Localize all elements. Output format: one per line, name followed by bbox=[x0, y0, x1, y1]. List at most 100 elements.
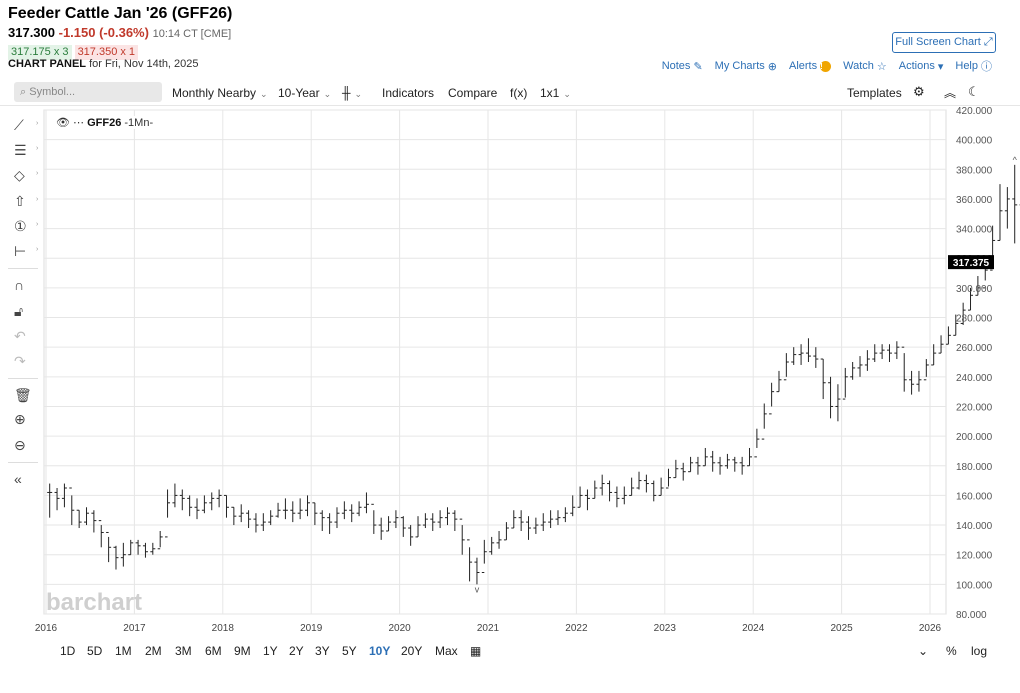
ohlc-bars: ^v bbox=[47, 155, 1020, 594]
watch-link[interactable]: Watch ☆ bbox=[843, 60, 887, 73]
ohlc-bar bbox=[732, 456, 738, 472]
log-toggle[interactable]: log bbox=[971, 644, 988, 658]
measure-tool-icon[interactable]: ⊢ bbox=[14, 243, 27, 259]
help-link[interactable]: Help ⓘ bbox=[955, 58, 992, 74]
undo-icon[interactable]: ↶ bbox=[14, 328, 26, 344]
ohlc-bar bbox=[386, 516, 392, 532]
y-tick-label: 220.000 bbox=[956, 402, 993, 413]
range-button-1y[interactable]: 1Y bbox=[263, 644, 278, 658]
ohlc-bar bbox=[857, 356, 863, 377]
line-tool-icon[interactable]: ⟋ bbox=[14, 117, 24, 133]
compare-button[interactable]: Compare bbox=[448, 86, 498, 100]
ohlc-bar bbox=[179, 489, 185, 511]
y-tick-label: 380.000 bbox=[956, 165, 993, 176]
trash-icon[interactable]: 🗑︎ bbox=[14, 387, 32, 403]
ohlc-bar bbox=[710, 450, 716, 472]
layout-select[interactable]: 1x1 ⌄ bbox=[540, 86, 571, 100]
bar-type-select[interactable]: ╫ ⌄ bbox=[342, 86, 362, 100]
expand-arrow-icon[interactable]: › bbox=[36, 246, 39, 253]
ohlc-bar bbox=[282, 498, 288, 520]
redo-icon[interactable]: ↷ bbox=[14, 353, 26, 369]
range-button-1m[interactable]: 1M bbox=[115, 644, 132, 658]
eye-icon[interactable]: 👁︎ bbox=[56, 117, 70, 129]
range-button-2y[interactable]: 2Y bbox=[289, 644, 304, 658]
templates-button[interactable]: Templates bbox=[847, 86, 902, 100]
lock-icon[interactable]: 🔓︎ bbox=[14, 303, 24, 319]
period-select[interactable]: Monthly Nearby ⌄ bbox=[172, 86, 268, 100]
range-button-5y[interactable]: 5Y bbox=[342, 644, 357, 658]
expand-arrow-icon[interactable]: › bbox=[36, 196, 39, 203]
ohlc-bar bbox=[415, 516, 421, 538]
ohlc-bar bbox=[629, 477, 635, 496]
ohlc-bar bbox=[945, 326, 951, 345]
double-chevron-down-icon[interactable]: ⌄ bbox=[918, 644, 929, 658]
collapse-up-icon[interactable]: ︽ bbox=[944, 86, 957, 100]
price-chart[interactable]: barchart ^v 80.000100.000120.000140.0001… bbox=[0, 106, 1020, 640]
actions-menu[interactable]: Actions ▾ bbox=[899, 60, 944, 73]
ohlc-bar bbox=[894, 341, 900, 360]
x-axis: 2016 2017 2018 2019 2020 2021 2022 2023 2024 2025… bbox=[35, 623, 942, 634]
x-tick-label: 2026 bbox=[919, 623, 942, 634]
range-button-20y[interactable]: 20Y bbox=[401, 644, 423, 658]
expand-arrow-icon[interactable]: › bbox=[36, 120, 39, 127]
ohlc-bar bbox=[120, 542, 126, 567]
plot-area bbox=[43, 109, 947, 615]
x-tick-label: 2022 bbox=[565, 623, 588, 634]
full-screen-chart-button[interactable]: Full Screen Chart ⤢ bbox=[892, 32, 996, 53]
calendar-icon[interactable]: ▦ bbox=[470, 644, 482, 658]
percent-toggle[interactable]: % bbox=[946, 644, 957, 658]
ohlc-bar bbox=[739, 456, 745, 475]
range-button-2m[interactable]: 2M bbox=[145, 644, 162, 658]
expand-arrow-icon[interactable]: › bbox=[36, 170, 39, 177]
my-charts-link[interactable]: My Charts ⊕ bbox=[715, 60, 777, 73]
y-tick-label: 180.000 bbox=[956, 462, 993, 473]
ohlc-bar bbox=[791, 347, 797, 365]
ohlc-bar bbox=[305, 495, 311, 517]
ohlc-bar bbox=[886, 344, 892, 362]
zoom-in-icon[interactable]: ⊕ bbox=[14, 411, 26, 427]
indicators-button[interactable]: Indicators bbox=[382, 86, 435, 100]
alerts-link[interactable]: Alerts! bbox=[789, 60, 832, 72]
symbol-search-input[interactable]: ⌕ Symbol... bbox=[14, 82, 162, 102]
settings-gear-icon[interactable]: ⚙ bbox=[913, 84, 925, 99]
range-button-10y[interactable]: 10Y bbox=[369, 644, 391, 658]
chart-legend[interactable]: 👁︎ ⋯ GFF26 -1Mn- bbox=[56, 116, 154, 129]
text-tool-icon[interactable]: ☰ bbox=[14, 142, 27, 158]
ask-badge: 317.350 x 1 bbox=[74, 45, 139, 60]
range-button-5d[interactable]: 5D bbox=[87, 644, 103, 658]
zoom-out-icon[interactable]: ⊖ bbox=[14, 437, 26, 453]
notes-link[interactable]: Notes ✎ bbox=[662, 60, 703, 73]
expand-arrow-icon[interactable]: › bbox=[36, 145, 39, 152]
ohlc-bar bbox=[724, 453, 730, 469]
range-select[interactable]: 10-Year ⌄ bbox=[278, 86, 331, 100]
ohlc-bar bbox=[1012, 164, 1018, 244]
y-tick-label: 360.000 bbox=[956, 195, 993, 206]
x-tick-label: 2023 bbox=[654, 623, 677, 634]
ohlc-bar bbox=[223, 494, 229, 518]
ohlc-bar bbox=[187, 495, 193, 517]
fx-button[interactable]: f(x) bbox=[510, 86, 528, 100]
dark-mode-moon-icon[interactable]: ☾ bbox=[968, 84, 980, 99]
ohlc-bar bbox=[621, 486, 627, 505]
annotation-tool-icon[interactable]: ① bbox=[14, 218, 27, 234]
magnet-icon[interactable]: ∩ bbox=[14, 277, 25, 293]
ohlc-bar bbox=[798, 344, 804, 365]
arrow-tool-icon[interactable]: ⇧ bbox=[14, 193, 26, 209]
plus-circle-icon: ⊕ bbox=[767, 60, 777, 73]
x-tick-label: 2017 bbox=[123, 623, 146, 634]
expand-arrow-icon[interactable]: › bbox=[36, 221, 39, 228]
collapse-sidebar-icon[interactable]: « bbox=[14, 471, 22, 487]
range-button-6m[interactable]: 6M bbox=[205, 644, 222, 658]
range-button-max[interactable]: Max bbox=[435, 644, 458, 658]
shape-tool-icon[interactable]: ◇ bbox=[14, 167, 25, 183]
ohlc-bar bbox=[636, 471, 642, 490]
ohlc-bar bbox=[459, 518, 465, 555]
my-charts-label: My Charts bbox=[714, 60, 765, 72]
ohlc-bar bbox=[769, 382, 775, 415]
range-button-9m[interactable]: 9M bbox=[234, 644, 251, 658]
range-button-3m[interactable]: 3M bbox=[175, 644, 192, 658]
range-button-3y[interactable]: 3Y bbox=[315, 644, 330, 658]
range-button-1d[interactable]: 1D bbox=[60, 644, 76, 658]
ohlc-bar bbox=[562, 507, 568, 523]
ohlc-bar bbox=[408, 525, 414, 546]
